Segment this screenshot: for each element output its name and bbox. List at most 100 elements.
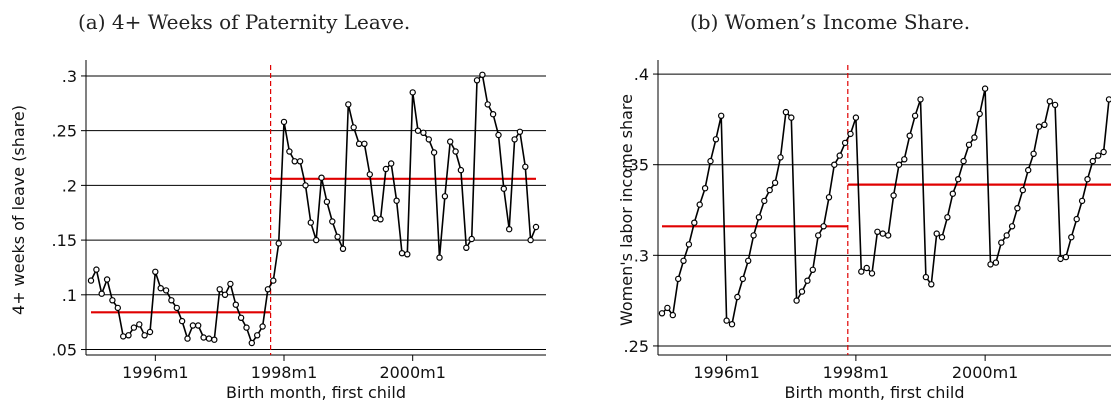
data-point [532, 223, 540, 231]
y-tick-label: .25 [624, 337, 649, 356]
data-point [184, 335, 191, 342]
data-point [809, 266, 816, 273]
data-point [130, 324, 138, 331]
data-point [125, 332, 132, 339]
data-point [933, 230, 940, 237]
data-point [761, 197, 768, 205]
data-point [377, 216, 384, 223]
data-point [1035, 123, 1043, 130]
data-point [345, 101, 352, 108]
data-point [93, 266, 100, 273]
data-point [782, 108, 790, 116]
data-point [1078, 197, 1086, 205]
data-point [286, 148, 293, 155]
data-point [506, 225, 513, 233]
data-point [216, 286, 223, 293]
y-tick-label: .3 [62, 67, 77, 86]
data-point [361, 140, 368, 147]
data-point [511, 136, 518, 143]
data-point [701, 184, 709, 192]
data-point [858, 268, 865, 275]
y-tick-label: .1 [62, 286, 77, 305]
data-point [944, 214, 951, 221]
data-point [793, 297, 800, 304]
data-point [527, 236, 534, 244]
data-point [382, 165, 390, 173]
data-point [109, 297, 116, 304]
data-point [906, 132, 913, 139]
data-point [987, 261, 994, 268]
data-point [307, 219, 314, 226]
data-point [847, 130, 854, 138]
data-point [922, 273, 930, 281]
y-tick-label: .05 [52, 341, 77, 360]
data-point [965, 141, 973, 148]
chart-a-title: (a) 4+ Weeks of Paternity Leave. [78, 10, 411, 34]
data-point [500, 185, 507, 192]
data-point [1041, 121, 1048, 129]
data-point [119, 333, 127, 340]
data-point [766, 186, 773, 194]
data-point [669, 311, 677, 319]
data-point [879, 230, 886, 237]
data-point [885, 232, 892, 239]
data-point [674, 275, 682, 283]
chart-b-title: (b) Women’s Income Share. [690, 10, 971, 34]
data-point [388, 160, 395, 167]
data-point [254, 332, 261, 339]
data-point [484, 101, 491, 108]
data-point [447, 138, 454, 145]
data-point [436, 254, 443, 261]
y-tick-label: .35 [624, 156, 649, 175]
data-point [366, 171, 373, 178]
data-point [804, 277, 811, 284]
data-point [723, 317, 730, 324]
data-point [152, 268, 159, 275]
data-point [243, 324, 250, 331]
data-point [917, 96, 924, 103]
data-point [114, 304, 122, 312]
data-point [1089, 157, 1097, 165]
data-point [157, 285, 164, 292]
data-point [798, 288, 806, 295]
data-point [1030, 150, 1037, 157]
data-point [1008, 223, 1016, 230]
data-point [404, 251, 411, 258]
data-point [232, 301, 239, 308]
data-point [87, 277, 95, 284]
data-point [248, 339, 255, 347]
data-point [696, 201, 703, 208]
data-point [334, 233, 341, 240]
y-axis-label: 4+ weeks of leave (share) [9, 105, 28, 315]
data-point [237, 314, 245, 321]
data-point [296, 158, 304, 165]
data-point [658, 310, 666, 317]
data-point [960, 157, 967, 165]
data-point [103, 276, 111, 283]
data-point [1019, 186, 1026, 194]
data-point [976, 110, 983, 118]
data-point [1003, 232, 1010, 239]
x-axis-label: Birth month, first child [785, 383, 965, 402]
data-point [329, 218, 336, 225]
data-point [302, 182, 309, 189]
data-point [350, 124, 357, 131]
data-point [264, 286, 272, 293]
data-point [874, 228, 881, 235]
data-point [141, 332, 148, 339]
data-point [992, 259, 1000, 266]
data-point [777, 154, 784, 161]
data-point [928, 281, 935, 288]
data-point [339, 245, 347, 252]
data-point [355, 140, 363, 147]
y-axis-label: Women's labor income share [617, 94, 636, 326]
data-point [1062, 253, 1070, 261]
data-point [162, 287, 170, 294]
data-point [227, 280, 234, 288]
data-point [911, 112, 919, 120]
data-point [890, 192, 897, 199]
data-point [868, 270, 876, 277]
data-point [516, 128, 524, 135]
